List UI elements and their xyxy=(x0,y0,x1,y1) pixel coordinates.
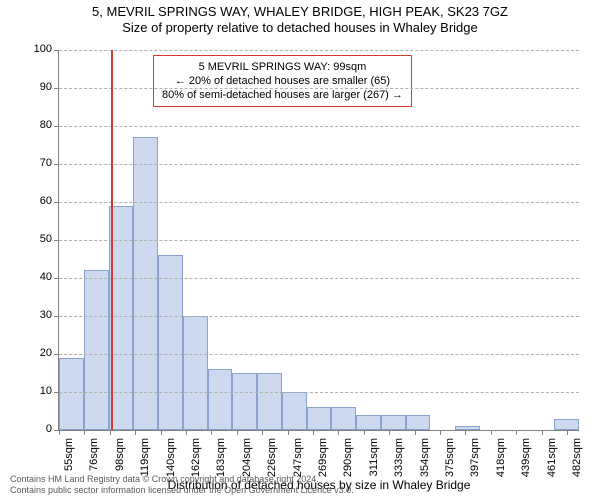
y-tick xyxy=(54,88,59,89)
footer-attribution: Contains HM Land Registry data © Crown c… xyxy=(10,474,354,496)
property-marker-line xyxy=(111,50,113,430)
page-root: 5, MEVRIL SPRINGS WAY, WHALEY BRIDGE, HI… xyxy=(0,0,600,500)
y-gridline xyxy=(59,354,579,355)
y-tick-label: 80 xyxy=(12,119,52,131)
x-tick-label: 333sqm xyxy=(393,438,405,486)
x-tick xyxy=(186,430,187,435)
info-line-3: 80% of semi-detached houses are larger (… xyxy=(162,88,403,102)
histogram-bar xyxy=(331,407,356,430)
y-tick-label: 100 xyxy=(12,43,52,55)
x-tick-label: 311sqm xyxy=(368,438,380,486)
x-tick xyxy=(465,430,466,435)
histogram-bar xyxy=(282,392,307,430)
title-subtitle: Size of property relative to detached ho… xyxy=(0,20,600,36)
y-tick-label: 10 xyxy=(12,385,52,397)
histogram-bar xyxy=(356,415,381,430)
y-tick xyxy=(54,316,59,317)
histogram-bar xyxy=(406,415,431,430)
x-tick xyxy=(440,430,441,435)
y-gridline xyxy=(59,50,579,51)
y-tick-label: 30 xyxy=(12,309,52,321)
y-tick-label: 60 xyxy=(12,195,52,207)
x-tick xyxy=(211,430,212,435)
histogram-bar xyxy=(208,369,233,430)
info-line-2: ← 20% of detached houses are smaller (65… xyxy=(162,74,403,88)
title-block: 5, MEVRIL SPRINGS WAY, WHALEY BRIDGE, HI… xyxy=(0,4,600,36)
histogram-bar xyxy=(257,373,282,430)
y-tick-label: 90 xyxy=(12,81,52,93)
histogram-bar xyxy=(455,426,480,430)
y-tick-label: 0 xyxy=(12,423,52,435)
x-tick xyxy=(491,430,492,435)
x-tick-label: 418sqm xyxy=(495,438,507,486)
y-tick xyxy=(54,392,59,393)
x-tick xyxy=(338,430,339,435)
histogram-bar xyxy=(183,316,208,430)
x-tick xyxy=(313,430,314,435)
x-tick-label: 375sqm xyxy=(444,438,456,486)
histogram-bar xyxy=(84,270,109,430)
info-callout-box: 5 MEVRIL SPRINGS WAY: 99sqm ← 20% of det… xyxy=(153,55,412,107)
x-tick xyxy=(516,430,517,435)
y-tick xyxy=(54,164,59,165)
x-tick xyxy=(262,430,263,435)
x-tick-label: 354sqm xyxy=(419,438,431,486)
y-gridline xyxy=(59,126,579,127)
histogram-bar xyxy=(59,358,84,430)
x-tick xyxy=(237,430,238,435)
y-gridline xyxy=(59,392,579,393)
y-tick xyxy=(54,50,59,51)
footer-line-2: Contains public sector information licen… xyxy=(10,485,354,496)
y-gridline xyxy=(59,240,579,241)
x-tick xyxy=(161,430,162,435)
y-gridline xyxy=(59,202,579,203)
x-tick-label: 439sqm xyxy=(520,438,532,486)
chart-plot-area: 5 MEVRIL SPRINGS WAY: 99sqm ← 20% of det… xyxy=(58,50,579,431)
histogram-bar xyxy=(554,419,579,430)
y-gridline xyxy=(59,164,579,165)
histogram-bar xyxy=(307,407,332,430)
x-tick xyxy=(389,430,390,435)
y-tick-label: 70 xyxy=(12,157,52,169)
histogram-bar xyxy=(158,255,183,430)
y-gridline xyxy=(59,88,579,89)
y-gridline xyxy=(59,316,579,317)
x-tick xyxy=(567,430,568,435)
x-tick xyxy=(288,430,289,435)
y-tick xyxy=(54,126,59,127)
x-tick xyxy=(415,430,416,435)
y-tick xyxy=(54,202,59,203)
histogram-bar xyxy=(232,373,257,430)
y-tick-label: 40 xyxy=(12,271,52,283)
x-tick xyxy=(135,430,136,435)
y-tick-label: 20 xyxy=(12,347,52,359)
info-line-1: 5 MEVRIL SPRINGS WAY: 99sqm xyxy=(162,60,403,74)
histogram-bar xyxy=(133,137,158,430)
x-tick xyxy=(84,430,85,435)
y-tick xyxy=(54,240,59,241)
x-tick-label: 461sqm xyxy=(546,438,558,486)
x-tick-label: 482sqm xyxy=(571,438,583,486)
x-tick xyxy=(542,430,543,435)
y-gridline xyxy=(59,278,579,279)
title-address: 5, MEVRIL SPRINGS WAY, WHALEY BRIDGE, HI… xyxy=(0,4,600,20)
y-tick xyxy=(54,354,59,355)
y-tick xyxy=(54,278,59,279)
histogram-bar xyxy=(381,415,406,430)
x-tick xyxy=(364,430,365,435)
x-tick-label: 397sqm xyxy=(469,438,481,486)
x-tick xyxy=(59,430,60,435)
x-tick xyxy=(110,430,111,435)
y-tick-label: 50 xyxy=(12,233,52,245)
footer-line-1: Contains HM Land Registry data © Crown c… xyxy=(10,474,354,485)
